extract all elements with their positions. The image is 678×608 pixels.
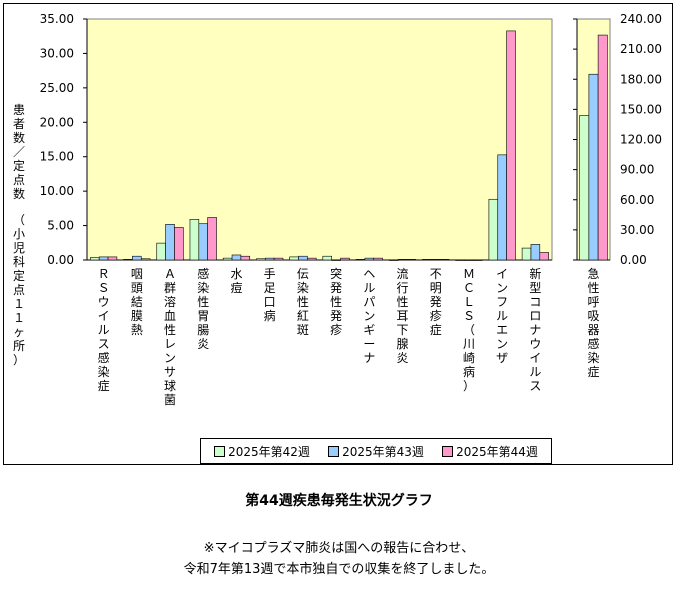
bar — [264, 257, 275, 261]
chart-frame: 0.00 5.00 10.00 15.00 20.00 25.00 30.00 35.00 ＲＳ… — [3, 3, 673, 465]
y-tick-label: 180.00 — [620, 72, 662, 86]
bar — [307, 257, 317, 261]
y-tick-label: 240.00 — [620, 12, 662, 26]
y-axis-label-sub: （小児科定点１１ヶ所） — [13, 213, 25, 367]
category-label: ＲＳウイルス感染症 — [98, 267, 110, 393]
category-label: ＭＣＬＳ（川崎病） — [463, 267, 475, 393]
bar — [174, 227, 184, 261]
chart-caption: 第44週疾患毎発生状況グラフ — [245, 493, 433, 509]
legend-swatch-week44 — [442, 445, 454, 457]
y-tick-label: 20.00 — [40, 115, 74, 129]
legend-label-week43: 2025年第43週 — [342, 444, 424, 459]
category-label: 流行性耳下腺炎 — [397, 267, 409, 365]
bar — [98, 256, 109, 261]
bar — [455, 259, 465, 261]
bar — [464, 259, 474, 261]
bar — [256, 258, 266, 261]
legend-label-week44: 2025年第44週 — [456, 444, 538, 459]
category-label: インフルエンザ — [496, 267, 508, 365]
bar — [521, 247, 532, 261]
y-tick-label: 5.00 — [47, 219, 74, 233]
bar — [488, 198, 499, 261]
y-tick-label: 90.00 — [620, 163, 654, 177]
bar — [364, 257, 375, 261]
bar — [588, 73, 599, 261]
legend-label-week42: 2025年第42週 — [228, 444, 310, 459]
bar — [397, 259, 408, 261]
bar — [207, 217, 217, 261]
category-label: 伝染性紅斑 — [297, 267, 309, 337]
legend-item-week44: 2025年第44週 — [442, 443, 538, 460]
y-tick-label: 30.00 — [620, 223, 654, 237]
y-tick-label: 0.00 — [620, 253, 647, 267]
y-axis-label: 患者数／定点数 — [13, 103, 25, 201]
bar — [90, 257, 100, 261]
bar — [165, 224, 175, 261]
y-tick-label: 0.00 — [47, 253, 74, 267]
bar — [289, 256, 299, 261]
bar — [340, 257, 350, 261]
bar — [231, 254, 242, 261]
bar — [530, 244, 541, 261]
bar — [240, 255, 251, 261]
category-label: 急性呼吸器感染症 — [587, 266, 599, 379]
category-label: 感染性胃腸炎 — [197, 266, 209, 351]
y-tick-label: 120.00 — [620, 133, 662, 147]
category-label: ヘルパンギーナ — [363, 267, 375, 365]
bar — [506, 30, 516, 261]
bar — [331, 259, 341, 261]
bar — [298, 255, 308, 261]
y-tick-label: 150.00 — [620, 102, 662, 116]
bar — [439, 259, 450, 261]
y-tick-label: 10.00 — [40, 184, 74, 198]
category-label: 手足口病 — [264, 267, 276, 323]
chart-svg: 0.00 5.00 10.00 15.00 20.00 25.00 30.00 35.00 ＲＳ… — [13, 12, 662, 407]
bar — [497, 154, 507, 261]
legend-item-week42: 2025年第42週 — [214, 443, 310, 460]
bar — [373, 257, 383, 261]
legend-item-week43: 2025年第43週 — [328, 443, 424, 460]
note-line-2: 令和7年第13週で本市独自での収集を終了しました。 — [183, 562, 495, 577]
category-label: Ａ群溶血性レンサ球菌 — [164, 267, 176, 407]
bar — [132, 255, 142, 261]
bar — [123, 259, 133, 261]
bar — [355, 259, 366, 261]
y-tick-label: 60.00 — [620, 193, 654, 207]
bar — [107, 256, 118, 261]
category-label: 突発性発疹 — [330, 266, 342, 337]
bar — [539, 252, 549, 261]
y-tick-label: 30.00 — [40, 46, 74, 60]
bar — [388, 259, 399, 261]
bar — [140, 258, 151, 261]
category-label: 新型コロナウイルス — [529, 266, 541, 393]
legend-swatch-week42 — [214, 445, 226, 457]
bar — [597, 34, 608, 261]
bar — [579, 115, 590, 261]
bar — [473, 259, 483, 261]
plot-area-0 — [86, 18, 553, 261]
bar — [222, 257, 233, 261]
category-label: 不明発疹症 — [430, 267, 442, 337]
category-label: 水痘 — [230, 267, 242, 295]
bar — [273, 257, 284, 261]
bar — [156, 242, 166, 261]
bar — [406, 259, 417, 261]
bar — [189, 219, 200, 261]
bar — [322, 255, 332, 261]
y-tick-label: 25.00 — [40, 81, 74, 95]
legend-swatch-week43 — [328, 445, 340, 457]
category-label: 咽頭結膜熱 — [131, 267, 143, 337]
bar — [198, 223, 208, 261]
y-tick-label: 35.00 — [40, 12, 74, 26]
bar — [422, 259, 432, 261]
note-line-1: ※マイコプラズマ肺炎は国への報告に合わせ、 — [203, 541, 475, 556]
bar — [431, 259, 441, 261]
legend: 2025年第42週 2025年第43週 2025年第44週 — [200, 438, 552, 464]
y-tick-label: 15.00 — [40, 150, 74, 164]
y-tick-label: 210.00 — [620, 42, 662, 56]
